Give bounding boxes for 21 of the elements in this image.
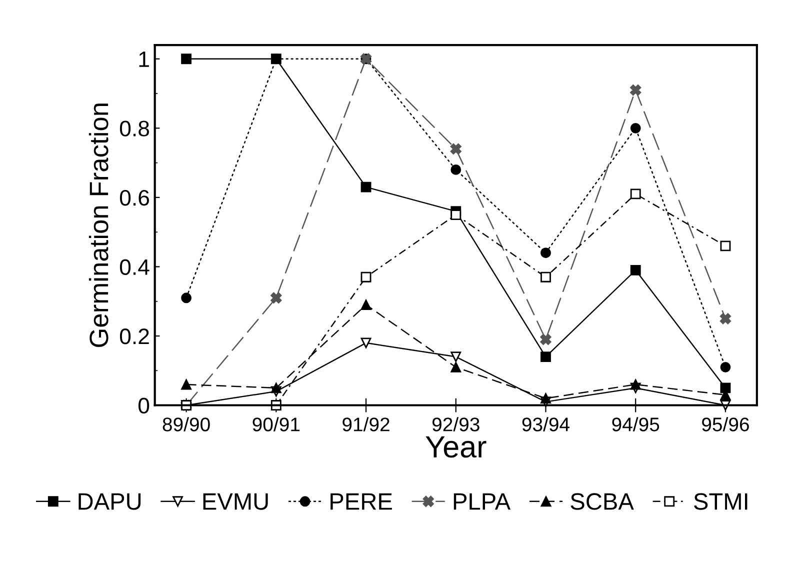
y-axis-title: Germination Fraction [88, 104, 108, 348]
legend-label: STMI [694, 493, 748, 510]
y-tick-label: 0.4 [120, 259, 150, 275]
legend-label: PLPA [454, 493, 511, 510]
x-tick-label: 93/94 [522, 417, 570, 432]
x-tick-label: 91/92 [342, 417, 390, 432]
x-tick-label: 92/93 [432, 417, 480, 432]
x-tick-label: 89/90 [162, 417, 210, 432]
legend-label: SCBA [570, 493, 634, 510]
x-axis-title: Year [426, 436, 486, 458]
x-tick-label: 90/91 [252, 417, 300, 432]
legend-label: DAPU [78, 493, 141, 510]
y-tick-label: 0.2 [120, 328, 149, 344]
x-tick-label: 95/96 [702, 417, 749, 432]
y-tick-label: 1 [139, 52, 149, 67]
y-tick-label: 0 [138, 398, 150, 414]
legend-label: EVMU [203, 493, 268, 510]
y-tick-label: 0.8 [120, 120, 150, 136]
legend-label: PERE [330, 493, 392, 510]
y-tick-label: 0.6 [120, 190, 150, 206]
x-tick-label: 94/95 [612, 417, 660, 432]
